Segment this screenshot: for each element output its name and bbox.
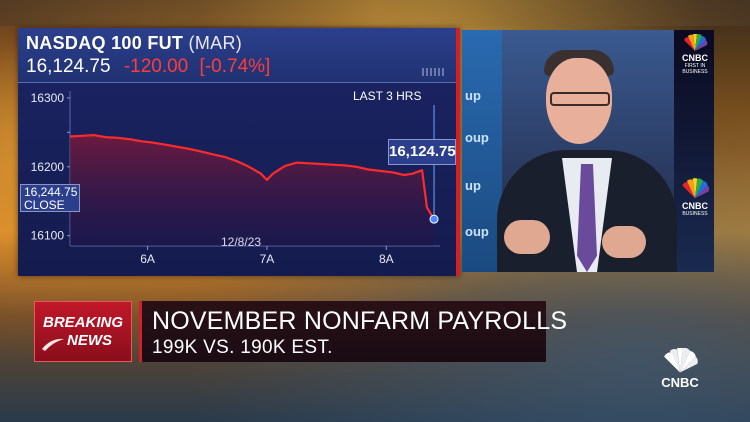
swoosh-icon [42,338,64,351]
last-price-box: 16,124.75 [388,139,456,165]
anchor-hand-right [602,226,646,258]
breaking-text: BREAKING [43,314,124,331]
peacock-icon [664,348,698,373]
headline-subtitle: 199K VS. 190K EST. [152,337,333,358]
headline-lower-third: NOVEMBER NONFARM PAYROLLS 199K VS. 190K … [139,301,567,362]
anchor-hand-left [504,220,550,254]
series-area [70,135,434,246]
ticker-price: 16,124.75 [26,56,111,77]
ticker-change-pct: [-0.74%] [199,56,271,77]
ticker-chart-panel: NASDAQ 100 FUT (MAR) 16,124.75 -120.00 [… [18,28,460,276]
cnbc-studio-logo-lower: CNBC BUSINESS [678,178,712,217]
ticker-name: NASDAQ 100 FUT [26,33,184,53]
screen-text: up [465,178,481,193]
anchor-video: up oup up oup CNBC FIRST IN BUSINESS [462,30,714,272]
x-tick-label: 7A [260,252,275,266]
headline-title: NOVEMBER NONFARM PAYROLLS [152,307,568,335]
ticker-change: -120.00 [123,56,189,77]
last-point [429,214,439,224]
peacock-icon [684,34,708,51]
y-tick-label: 16300 [31,91,65,105]
range-label: LAST 3 HRS [353,89,422,103]
close-value: 16,244.75 [24,185,78,199]
plot-area: 161001615016200163006A7A8A LAST 3 HRS 12… [18,83,456,276]
cnbc-logo-text: CNBC [661,375,699,390]
glasses-icon [550,92,610,106]
anchor-tie [577,164,597,272]
y-tick-label: 16100 [31,229,65,243]
cnbc-studio-text: CNBC [682,201,708,211]
studio-screen-left: up oup up oup [462,30,502,272]
x-tick-label: 6A [140,252,155,266]
ticker-price-line: 16,124.75 -120.00 [-0.74%] [26,56,270,78]
screen-text: oup [465,130,489,145]
screen-text: up [465,88,481,103]
ticker-header: NASDAQ 100 FUT (MAR) 16,124.75 -120.00 [… [18,28,456,83]
last-value: 16,124.75 [389,143,456,160]
y-tick-label: 16200 [31,160,65,174]
cnbc-studio-sub: FIRST IN BUSINESS [682,63,708,75]
cnbc-studio-logo: CNBC FIRST IN BUSINESS [678,34,712,75]
ticker-title: NASDAQ 100 FUT (MAR) [26,33,242,54]
close-price-box: 16,244.75 CLOSE [20,184,80,212]
cnbc-logo: CNBC [654,348,706,390]
series-line [69,134,435,220]
cnbc-studio-text: CNBC [682,53,708,63]
peacock-icon [682,178,710,199]
news-text: NEWS [67,332,112,349]
cnbc-studio-sub2: BUSINESS [682,211,708,217]
top-strip [0,0,750,26]
close-label: CLOSE [24,198,65,212]
anchor-face [546,58,612,144]
date-label: 12/8/23 [221,235,262,249]
ticker-contract: (MAR) [188,33,243,53]
grip-icon [422,68,444,76]
screen-text: oup [465,224,489,239]
breaking-news-badge: BREAKING NEWS [34,301,132,362]
x-tick-label: 8A [379,252,394,266]
studio-screen-right: CNBC FIRST IN BUSINESS CNBC BUSINESS [674,30,714,272]
price-chart: 161001615016200163006A7A8A [31,91,440,266]
